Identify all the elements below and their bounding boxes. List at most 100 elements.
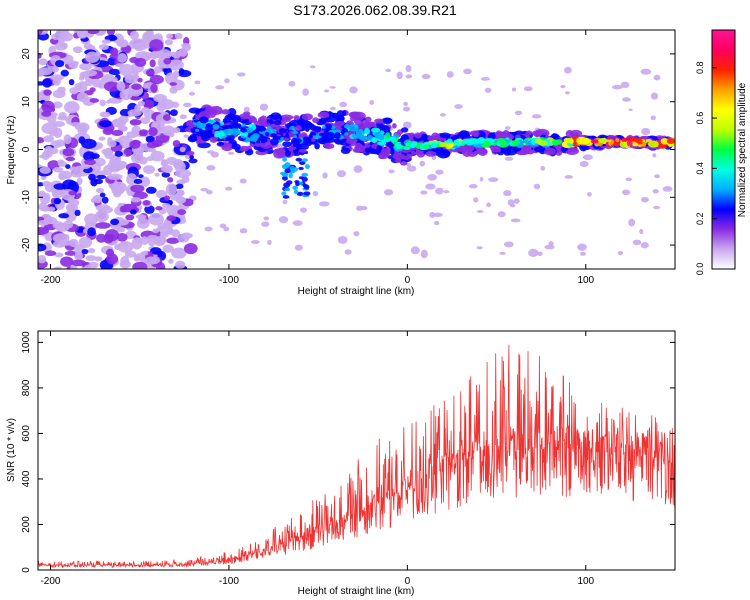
spectrogram-cell (236, 123, 242, 128)
spectrogram-cell (292, 130, 299, 135)
spectrogram-cell (151, 139, 163, 148)
spectrogram-cell (53, 127, 63, 138)
spectrogram-cell (174, 32, 183, 40)
spectrogram-cell (507, 199, 515, 206)
spectrogram-cell (189, 91, 195, 96)
spectrogram-cell (324, 123, 332, 130)
spectrogram-cell (119, 108, 131, 117)
spectrogram-cell (232, 141, 238, 148)
spectrogram-cell (120, 255, 130, 267)
spectrogram-cell (153, 235, 167, 245)
spectrogram-cell (70, 259, 87, 267)
spectrogram-cell (283, 137, 290, 141)
spectrogram-cell (514, 110, 523, 116)
spectrogram-cell (296, 143, 309, 151)
spectrogram-cell (322, 172, 328, 179)
spectrogram-cell (507, 133, 514, 140)
spectrogram-cell (270, 112, 282, 120)
spectrogram-cell (159, 99, 175, 110)
spectrogram-cell (96, 174, 107, 180)
spectrogram-cell (267, 239, 272, 245)
spectrogram-cell (480, 77, 490, 81)
spectrogram-cell (225, 186, 233, 191)
spectrogram-cell (622, 189, 631, 196)
spectrogram-cell (99, 206, 114, 214)
spectrogram-cell (488, 177, 499, 183)
spectrogram-cell (463, 68, 472, 75)
spectrogram-cell (564, 175, 574, 179)
spectrogram-cell (134, 57, 147, 67)
spectrogram-cell (337, 235, 348, 244)
spectrogram-cell (76, 92, 89, 103)
spectrogram-cell (215, 85, 225, 90)
spectrogram-cell (349, 86, 358, 94)
x-tick-label: 100 (577, 275, 594, 286)
x-tick-label: -100 (219, 576, 239, 587)
spectrogram-cell (114, 150, 123, 157)
spectrogram-cell (293, 115, 300, 120)
spectrogram-cell (110, 181, 127, 193)
spectrogram-cell (282, 175, 288, 181)
spectrogram-cell (299, 161, 306, 165)
spectrogram-cell (140, 236, 149, 245)
spectrogram-cell (44, 250, 57, 257)
spectrogram-cell (308, 134, 313, 139)
spectrogram-cell (513, 198, 520, 204)
spectrogram-cell (231, 115, 242, 123)
spectrogram-cell (60, 69, 69, 77)
spectrogram-cell (484, 87, 492, 93)
spectrogram-cell (239, 178, 247, 184)
spectrogram-cell (55, 60, 65, 68)
spectrogram-cell (152, 228, 160, 234)
spectrogram-cell (503, 241, 514, 248)
spectrogram-cell (622, 97, 631, 102)
spectrogram-cell (286, 180, 293, 185)
colorbar-label: Normalized spectral amplitude (737, 82, 748, 217)
spectrogram-cell (111, 76, 118, 83)
spectrogram-cell (223, 125, 231, 129)
spectrogram-cell (430, 141, 438, 149)
spectrogram-cell (510, 218, 521, 223)
spectrogram-cell (94, 178, 104, 185)
spectrogram-cell (580, 251, 586, 256)
spectrogram-cell (344, 132, 349, 136)
spectrogram-cell (130, 197, 142, 203)
spectrogram-cell (172, 70, 180, 79)
spectrogram-cell (349, 111, 361, 120)
spectrogram-cell (85, 51, 100, 63)
spectrogram-cell (165, 183, 178, 196)
spectrogram-cell (499, 251, 506, 255)
spectrogram-cell (51, 33, 61, 40)
spectrogram-cell (38, 255, 47, 264)
spectrogram-cell (204, 123, 214, 132)
spectrogram-cell (625, 177, 633, 182)
spectrogram-cell (321, 125, 326, 129)
spectrogram-cell (296, 191, 304, 197)
spectrogram-cell (276, 147, 286, 154)
spectrogram-cell (110, 47, 119, 56)
spectrogram-cell (219, 223, 227, 229)
spectrogram-cell (330, 106, 336, 111)
spectrogram-cell (551, 139, 560, 145)
spectrogram-cell (248, 116, 258, 124)
spectrogram-cell (432, 212, 443, 218)
spectrogram-cell (330, 125, 336, 130)
spectrogram-cell (538, 140, 549, 146)
spectrogram-cell (420, 190, 428, 195)
colorbar: 0.0 0.2 0.4 0.6 0.8 Normalized spectral ampl… (695, 29, 748, 275)
spectrogram-cell (254, 142, 262, 147)
spectrogram-cell (305, 129, 310, 132)
spectrogram-cell (38, 202, 48, 212)
spectrogram-cell (458, 130, 470, 139)
spectrogram-cell (420, 249, 428, 259)
spectrogram-cell (560, 146, 568, 152)
spectrogram-cell (654, 174, 661, 179)
spectrogram-cell (166, 215, 177, 222)
spectrogram-cell (304, 164, 310, 169)
spectrogram-cell (454, 104, 463, 109)
spectrogram-cell (641, 127, 651, 136)
spectrogram-cell (576, 136, 588, 145)
spectrogram-cell (261, 221, 270, 227)
spectrogram-cell (504, 126, 511, 130)
spectrogram-cell (129, 30, 139, 40)
